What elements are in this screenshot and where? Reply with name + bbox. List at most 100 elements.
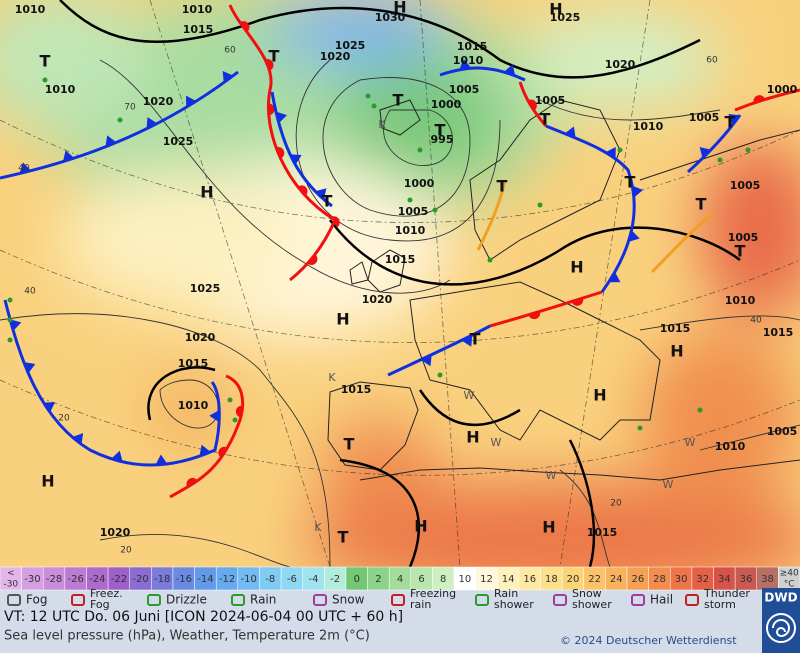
cold-front-symbol	[605, 146, 616, 159]
scale-label: 12	[480, 574, 493, 585]
scale-label: 22	[588, 574, 601, 585]
isobar-label: 1010	[453, 54, 484, 67]
high-pressure-label: H	[200, 183, 213, 202]
scale-label: -26	[68, 574, 84, 585]
low-pressure-label: T	[40, 52, 51, 71]
cold-front-symbol	[105, 135, 117, 147]
isobar-label: 1005	[535, 94, 566, 107]
isobars	[0, 59, 800, 567]
warm-front-symbol	[330, 216, 340, 228]
isobar-label: 1020	[185, 331, 216, 344]
legend: <-30 -30 -28 -26 -24 -22 -20 -18 -16 -14 -12 -10 -8-…	[0, 566, 800, 653]
warm-front-symbol	[528, 311, 541, 320]
temperature-field	[0, 0, 800, 567]
scale-label: -10	[240, 574, 256, 585]
isobar-label: 1025	[190, 282, 221, 295]
low-pressure-label: T	[735, 242, 746, 261]
warm-front-symbol	[239, 21, 250, 33]
symbol-label: Freez.	[90, 587, 123, 600]
copyright: © 2024 Deutscher Wetterdienst	[560, 634, 737, 647]
scale-label: 4	[397, 574, 403, 585]
airmass-label: W	[663, 478, 674, 491]
symbol-icon	[553, 594, 567, 606]
symbol-label: Snow	[572, 587, 602, 600]
isobar-label: 1025	[335, 39, 366, 52]
isobar-label: 1010	[45, 83, 76, 96]
cold-front-symbol	[155, 454, 168, 465]
symbol-icon	[71, 594, 85, 606]
warm-front-symbol	[571, 298, 584, 306]
low-pressure-label: T	[470, 330, 481, 349]
high-pressure-label: H	[414, 517, 427, 536]
cold-front-symbol	[699, 146, 711, 159]
cold-front-symbol	[632, 185, 644, 198]
symbol-label: shower	[494, 598, 534, 611]
isobar-label: 1005	[730, 179, 761, 192]
isobar-label: 1000	[431, 98, 462, 111]
warm-front-symbol	[527, 99, 537, 111]
high-pressure-label: H	[41, 472, 54, 491]
scale-label: 38	[761, 574, 774, 585]
cold-front-symbol	[111, 450, 123, 463]
dwd-logo-swirl	[766, 613, 796, 643]
scale-label: 14	[502, 574, 515, 585]
isobar-label: 1010	[395, 224, 426, 237]
symbol-icon	[147, 594, 161, 606]
low-pressure-label: T	[497, 177, 508, 196]
temperature-label: 20	[58, 414, 70, 424]
front-line	[476, 179, 507, 251]
isobar-label: 1015	[183, 23, 214, 36]
scale-label: -28	[46, 574, 62, 585]
symbol-label: Freezing	[410, 587, 456, 600]
high-pressure-label: H	[393, 0, 406, 17]
high-pressure-label: H	[336, 310, 349, 329]
weather-symbols	[7, 77, 751, 431]
temperature-label: 70	[124, 103, 136, 113]
low-pressure-label: T	[344, 435, 355, 454]
cold-front-symbol	[62, 150, 75, 162]
isobar-label: 1020	[605, 58, 636, 71]
isobar-label: 1015	[763, 326, 794, 339]
cold-front-symbol	[275, 111, 288, 124]
scale-label: °C	[784, 580, 795, 590]
low-pressure-label: T	[725, 113, 736, 132]
symbol-icon	[231, 594, 245, 606]
scale-label: -22	[111, 574, 127, 585]
symbol-label: Hail	[650, 593, 673, 607]
scale-label: 16	[523, 574, 536, 585]
high-pressure-label: H	[542, 518, 555, 537]
isobar-label: 1000	[767, 83, 798, 96]
warm-front-symbol	[186, 477, 198, 488]
cold-front-symbol	[315, 188, 327, 200]
airmass-label: W	[685, 436, 696, 449]
front-line	[518, 81, 548, 127]
scale-label: 18	[545, 574, 558, 585]
fronts	[0, 4, 800, 499]
temperature-label: 60	[224, 46, 236, 56]
valid-time: VT: 12 UTC Do. 06 Juni [ICON 2024-06-04 …	[4, 609, 403, 625]
scale-label: 6	[418, 574, 424, 585]
low-pressure-label: T	[540, 110, 551, 129]
warm-front-symbol	[307, 254, 318, 265]
scale-label: 10	[458, 574, 471, 585]
scale-label: 28	[653, 574, 666, 585]
warm-front-symbol	[218, 446, 228, 458]
cold-front-symbol	[23, 362, 36, 374]
symbol-icon	[313, 594, 327, 606]
isobar-label: 1005	[398, 205, 429, 218]
warm-front-symbol	[265, 59, 274, 71]
low-pressure-label: T	[393, 91, 404, 110]
symbol-label: Thunder	[703, 587, 750, 600]
dwd-logo-text: DWD	[764, 591, 797, 605]
front-line	[439, 66, 526, 82]
scale-label: 26	[631, 574, 644, 585]
isobar-label: 1020	[143, 95, 174, 108]
high-pressure-label: H	[549, 0, 562, 19]
isobar-label: 1025	[550, 11, 581, 24]
scale-label: 0	[354, 574, 360, 585]
isobar-label: 1015	[178, 357, 209, 370]
cold-front-symbol	[728, 114, 740, 125]
